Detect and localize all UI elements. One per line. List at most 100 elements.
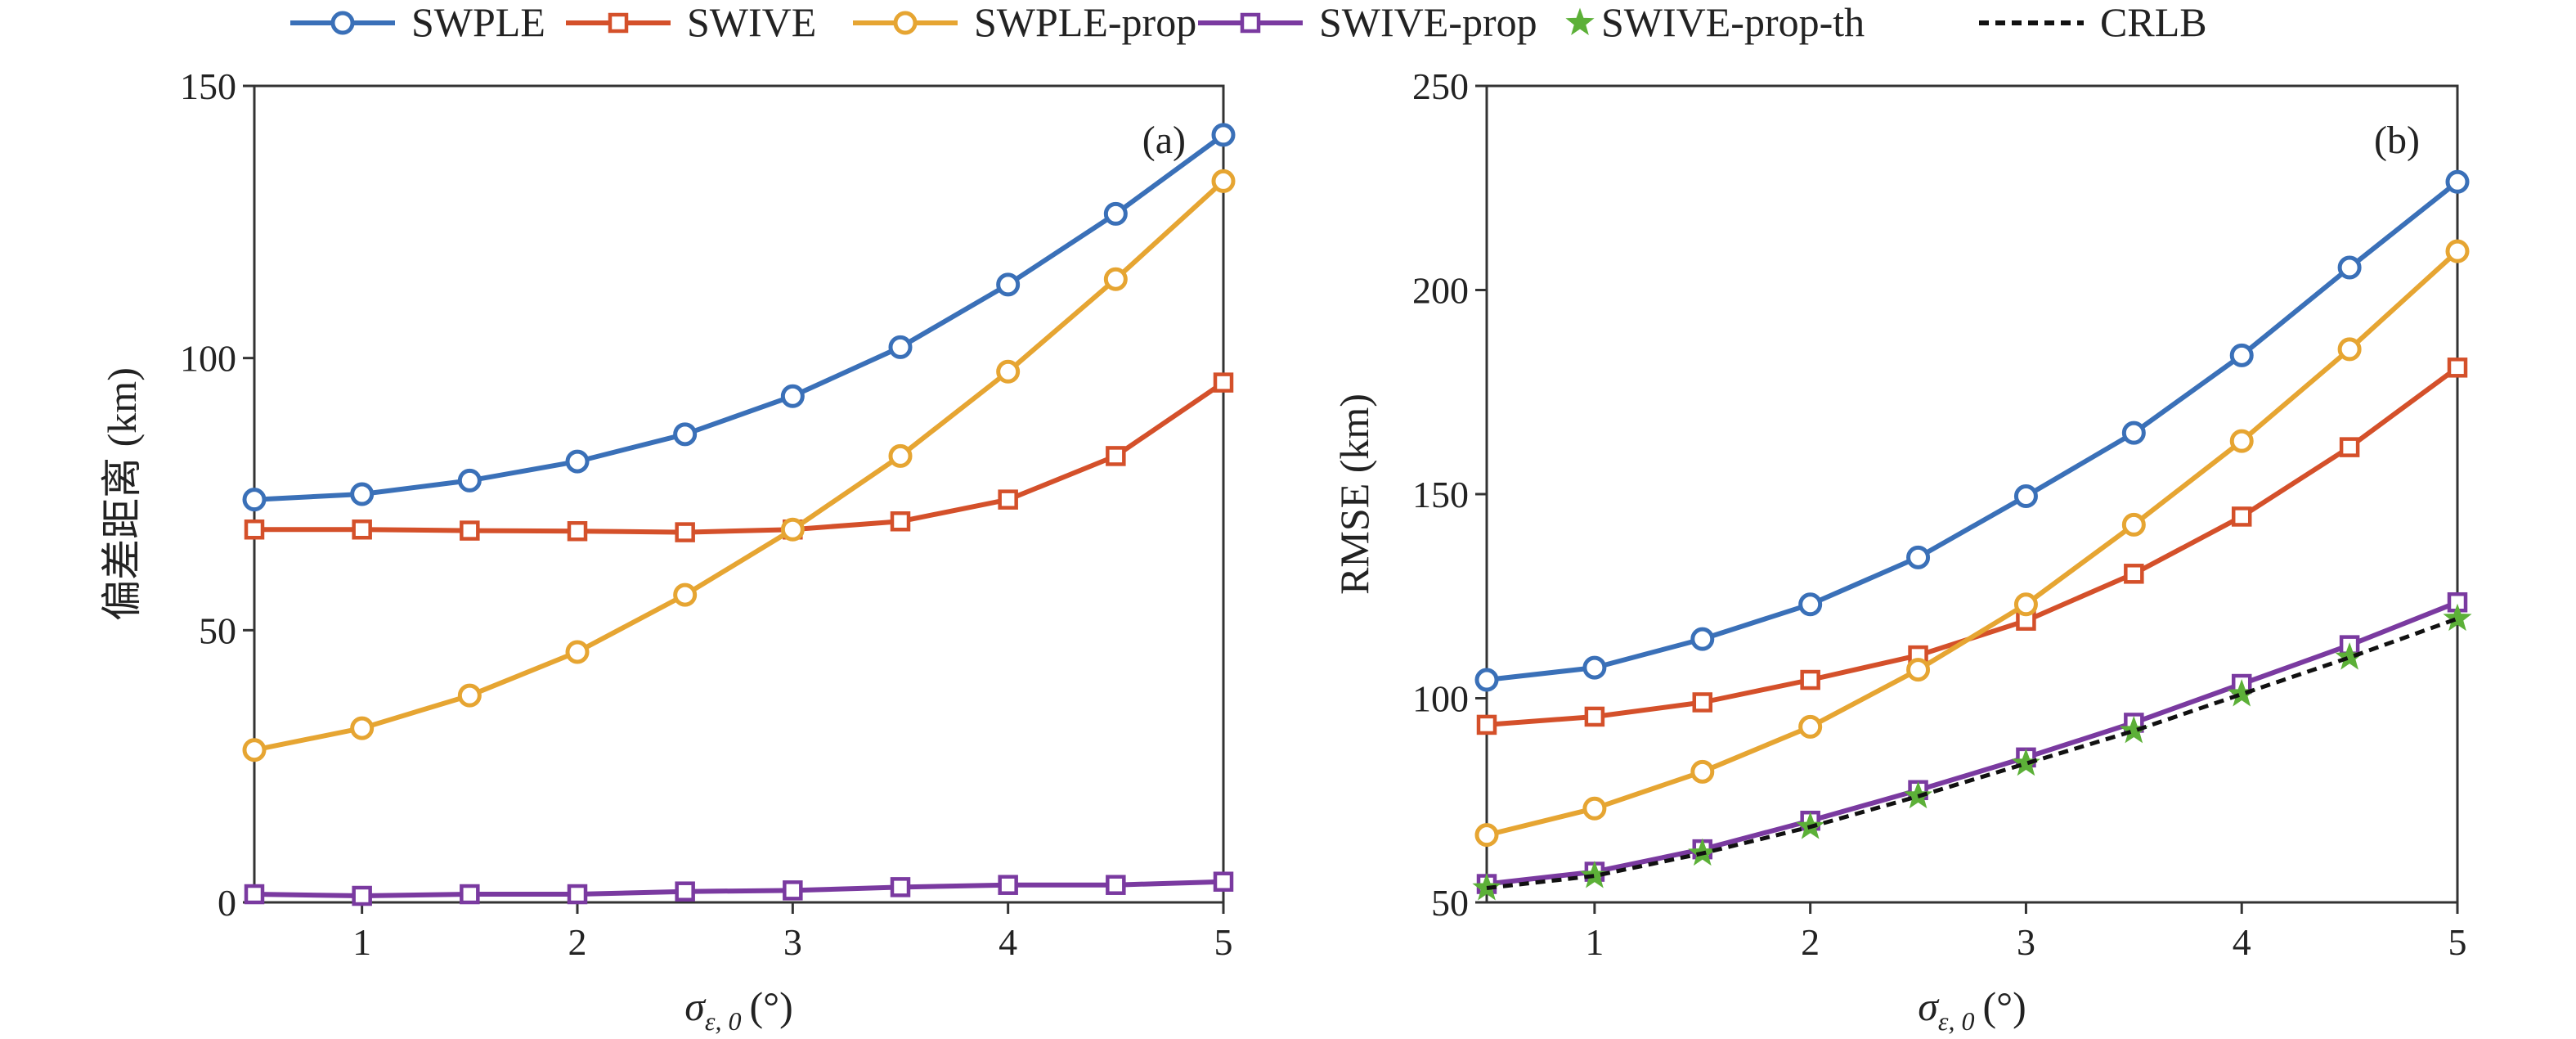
legend-item-swive: SWIVE <box>566 0 816 45</box>
data-point-swive-prop-th <box>2443 603 2472 632</box>
legend-label-swple-prop: SWPLE-prop <box>974 0 1196 45</box>
x-tick-label: 5 <box>1214 921 1233 963</box>
data-point-swple-prop <box>2445 239 2470 263</box>
data-point-swple <box>2229 343 2254 367</box>
data-point-swple-prop <box>1906 658 1931 682</box>
series-swive-prop-th <box>1472 603 2472 901</box>
legend-item-swple: SWPLE <box>290 0 545 45</box>
data-point-swive <box>2231 506 2252 527</box>
data-point-swive <box>998 489 1018 510</box>
x-tick-label: 1 <box>1585 921 1604 963</box>
x-axis-symbol: σ <box>684 983 707 1029</box>
data-point-swple-prop <box>1103 267 1128 291</box>
x-tick-label: 2 <box>1801 921 1820 963</box>
data-point-swple <box>888 335 913 359</box>
x-tick-label: 2 <box>568 921 587 963</box>
y-tick-label: 150 <box>1412 474 1469 515</box>
data-point-swive <box>1800 669 1820 690</box>
data-point-swive-prop <box>567 884 588 905</box>
data-point-swple-prop <box>673 582 698 607</box>
data-point-swple <box>1690 627 1715 651</box>
legend-item-swple-prop: SWPLE-prop <box>853 0 1196 45</box>
series-crlb <box>1486 616 2458 890</box>
legend-label-swive-prop-th: SWIVE-prop-th <box>1601 0 1865 45</box>
series-line-swive <box>254 380 1225 535</box>
y-axis-label: 偏差距离 (km) <box>99 367 145 621</box>
data-point-swive <box>352 519 372 540</box>
data-point-swive <box>1476 714 1497 735</box>
data-point-swple <box>2013 484 2038 508</box>
data-point-swple <box>2121 421 2146 445</box>
y-tick-label: 100 <box>180 338 236 380</box>
data-point-swple <box>350 482 375 506</box>
legend-item-swive-prop-th: SWIVE-prop-th <box>1565 0 1865 45</box>
data-point-swive <box>567 520 588 542</box>
data-point-swive-prop <box>783 880 803 901</box>
y-tick-label: 100 <box>1412 678 1469 720</box>
data-point-swple-prop <box>1582 796 1607 821</box>
data-point-swple-prop <box>1798 714 1823 739</box>
data-point-swple <box>2445 169 2470 194</box>
plot-frame <box>253 84 1225 904</box>
legend-label-swive: SWIVE <box>687 0 816 45</box>
series-swive-prop <box>244 871 1234 906</box>
data-point-swple-prop <box>1211 169 1236 193</box>
y-tick-label: 150 <box>180 65 236 107</box>
series-line-swple <box>254 133 1225 502</box>
series-line-swple-prop <box>1486 249 2460 838</box>
data-point-swple-prop <box>242 738 267 762</box>
legend-marker-swple <box>330 11 355 35</box>
series-swive <box>244 372 1234 542</box>
y-tick-label: 50 <box>199 609 236 651</box>
legend-marker-swive-prop <box>1240 12 1261 34</box>
series-swple-prop <box>242 169 1236 762</box>
data-point-swive <box>2339 437 2360 457</box>
panel-label: (b) <box>2374 119 2420 162</box>
data-point-swive <box>244 519 265 540</box>
data-point-swive-prop <box>890 877 911 897</box>
legend-marker-swive <box>608 12 629 34</box>
data-point-swple <box>242 488 267 512</box>
data-point-swple-prop <box>2337 337 2362 362</box>
legend-label-swple: SWPLE <box>411 0 545 45</box>
data-point-swple <box>1798 592 1823 617</box>
data-point-swple-prop <box>350 716 375 740</box>
data-point-swple <box>1474 668 1499 692</box>
legend-label-crlb: CRLB <box>2100 0 2207 45</box>
series-line-swive-prop <box>254 879 1224 898</box>
series-swple-prop <box>1474 239 2470 848</box>
data-point-swple <box>1211 123 1236 147</box>
data-point-swive <box>675 522 695 542</box>
data-point-swple <box>996 272 1021 297</box>
data-point-swive <box>2447 358 2468 378</box>
legend-marker-swple-prop <box>893 11 918 35</box>
data-point-swive <box>1106 446 1126 466</box>
panel-label: (a) <box>1142 119 1186 162</box>
series-swive <box>1476 358 2468 735</box>
panel-b: 1 2 3 4 5 50 100 150 200 250 RMSE (km) σε, 0 (°) (b) <box>1331 65 2472 1036</box>
data-point-swple-prop <box>996 359 1021 384</box>
x-tick-label: 4 <box>2233 921 2251 963</box>
series-line-crlb <box>1486 616 2458 890</box>
x-axis-unit: (°) <box>749 983 792 1029</box>
y-axis-label: RMSE (km) <box>1331 394 1377 595</box>
y-tick-label: 200 <box>1412 270 1469 312</box>
data-point-swple <box>780 384 805 408</box>
data-point-swple-prop <box>1690 759 1715 784</box>
data-point-swive <box>1584 706 1605 727</box>
data-point-swive <box>460 520 480 541</box>
data-point-swive-prop <box>244 884 265 905</box>
series-line-swple-prop <box>254 179 1226 753</box>
x-tick-label: 3 <box>2017 921 2035 963</box>
data-point-swple <box>2337 255 2362 280</box>
data-point-swive-prop-th <box>1580 861 1609 888</box>
legend-marker-swive-prop-th <box>1565 7 1595 35</box>
data-point-swive-prop <box>675 881 695 902</box>
x-axis-subscript: ε, 0 <box>1938 1006 1975 1036</box>
x-tick-label: 5 <box>2448 921 2467 963</box>
x-axis-subscript: ε, 0 <box>705 1006 742 1036</box>
data-point-swive-prop <box>1213 871 1234 892</box>
y-tick-label: 50 <box>1431 882 1469 924</box>
data-point-swple <box>565 449 590 474</box>
